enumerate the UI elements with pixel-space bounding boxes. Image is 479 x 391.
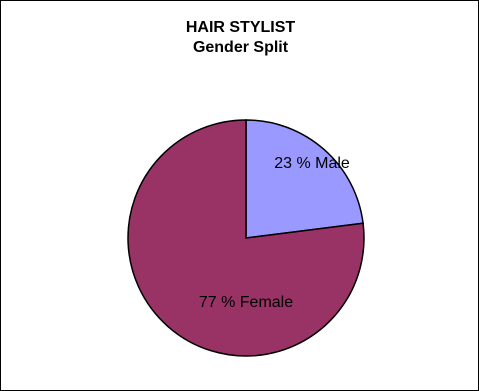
pie-label-male: 23 % Male xyxy=(274,155,350,172)
pie-slice-male xyxy=(245,119,364,239)
pie-label-female: 77 % Female xyxy=(199,294,293,311)
chart-title-block: HAIR STYLIST Gender Split xyxy=(1,18,479,58)
pie-slices xyxy=(127,119,365,357)
chart-subtitle: Gender Split xyxy=(192,39,289,56)
chart-title: HAIR STYLIST xyxy=(185,19,296,36)
pie-labels: 23 % Male 77 % Female xyxy=(199,155,350,311)
pie-slice-female xyxy=(127,119,365,357)
